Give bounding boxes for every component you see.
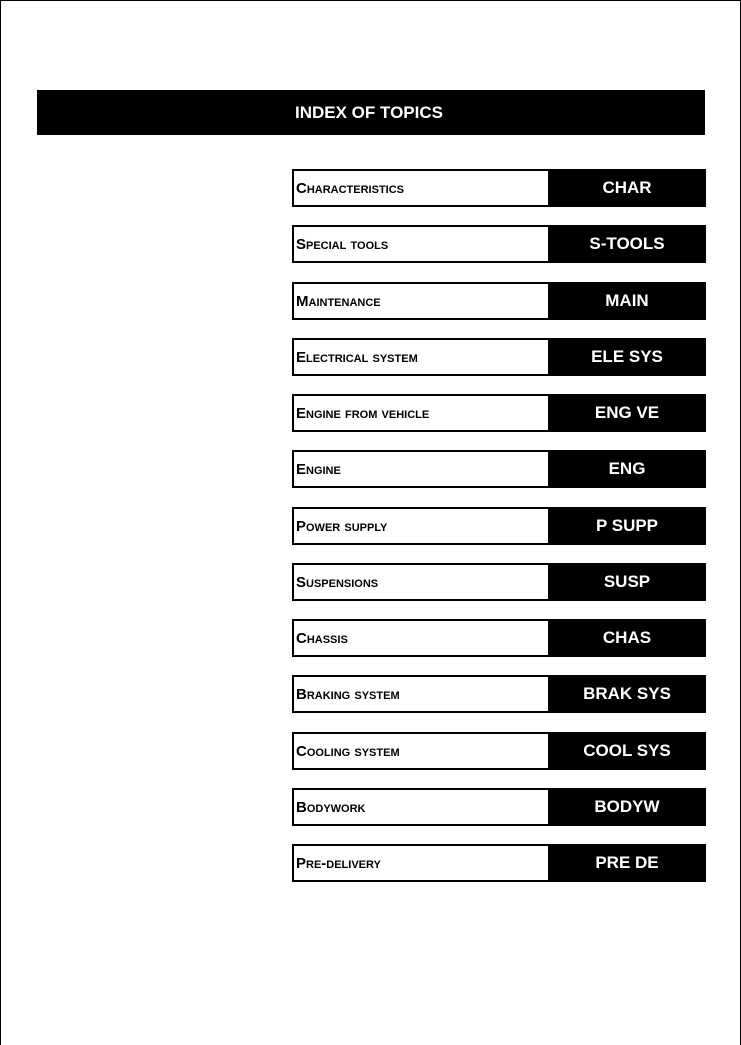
topic-row[interactable]: Electrical system ELE SYS [292,337,706,376]
topic-name[interactable]: Chassis [294,621,550,655]
topic-name[interactable]: Electrical system [294,339,550,374]
page-title: INDEX OF TOPICS [295,103,443,122]
topic-code[interactable]: CHAR [550,171,704,205]
topic-row[interactable]: Engine from vehicle ENG VE [292,394,706,432]
topic-code[interactable]: ELE SYS [550,339,704,374]
topic-name[interactable]: Suspensions [294,564,550,599]
topic-name[interactable]: Maintenance [294,283,550,318]
topic-row[interactable]: Pre-delivery PRE DE [292,844,706,882]
topic-row[interactable]: Engine ENG [292,450,706,489]
topic-name[interactable]: Pre-delivery [294,846,550,880]
topic-row[interactable]: Special tools S-TOOLS [292,225,706,264]
topic-name[interactable]: Engine [294,452,550,487]
topic-code[interactable]: ENG [550,452,704,487]
topic-code[interactable]: SUSP [550,564,704,599]
topic-row[interactable]: Cooling system COOL SYS [292,731,706,770]
topic-row[interactable]: Characteristics CHAR [292,169,706,207]
topic-code[interactable]: PRE DE [550,846,704,880]
topic-code[interactable]: MAIN [550,283,704,318]
topic-name[interactable]: Characteristics [294,171,550,205]
topic-code[interactable]: P SUPP [550,508,704,543]
topic-name[interactable]: Power supply [294,508,550,543]
topic-code[interactable]: CHAS [550,621,704,655]
topic-row[interactable]: Braking system BRAK SYS [292,675,706,714]
topic-name[interactable]: Engine from vehicle [294,396,550,430]
topic-row[interactable]: Maintenance MAIN [292,281,706,320]
topic-row[interactable]: Suspensions SUSP [292,562,706,601]
topic-code[interactable]: BRAK SYS [550,677,704,712]
topic-code[interactable]: COOL SYS [550,733,704,768]
topic-name[interactable]: Cooling system [294,733,550,768]
topic-code[interactable]: S-TOOLS [550,227,704,262]
topic-code[interactable]: ENG VE [550,396,704,430]
topic-name[interactable]: Bodywork [294,789,550,824]
index-header: INDEX OF TOPICS [37,90,705,135]
topic-name[interactable]: Special tools [294,227,550,262]
topic-code[interactable]: BODYW [550,789,704,824]
topic-name[interactable]: Braking system [294,677,550,712]
topic-row[interactable]: Bodywork BODYW [292,787,706,826]
topic-row[interactable]: Power supply P SUPP [292,506,706,545]
topic-row[interactable]: Chassis CHAS [292,619,706,657]
